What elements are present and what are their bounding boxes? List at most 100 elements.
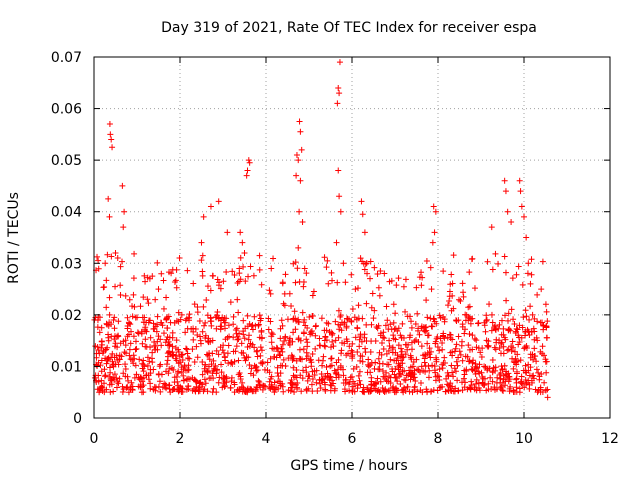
data-point [398,348,405,355]
data-point [423,327,430,334]
data-point [511,348,518,355]
data-point [323,264,330,271]
data-point [165,348,172,355]
data-point [297,177,304,184]
data-point [229,268,236,275]
data-point [121,208,128,215]
data-point [122,361,129,368]
data-point [535,369,542,376]
data-point [360,260,367,267]
data-point [301,265,308,272]
data-point [109,350,116,357]
data-point [245,273,252,280]
data-point [224,334,231,341]
data-point [204,369,211,376]
data-point [426,345,433,352]
data-point [389,344,396,351]
data-point [287,388,294,395]
data-point [295,244,302,251]
data-point [423,386,430,393]
data-point [298,388,305,395]
data-point [437,384,444,391]
data-point [240,331,247,338]
data-point [213,314,220,321]
data-point [530,372,537,379]
data-point [427,354,434,361]
data-point [155,286,162,293]
data-point [328,382,335,389]
data-point [488,224,495,231]
data-point [150,386,157,393]
data-point [336,90,343,97]
data-point [308,381,315,388]
data-point [459,387,466,394]
data-point [323,319,330,326]
data-point [303,336,310,343]
data-point [440,359,447,366]
data-point [257,315,264,322]
data-point [240,263,247,270]
data-point [529,373,536,380]
data-point [364,270,371,277]
data-point [242,278,249,285]
data-point [282,362,289,369]
data-point [137,374,144,381]
data-point [175,368,182,375]
data-point [198,239,205,246]
data-point [137,303,144,310]
data-point [461,384,468,391]
data-point [107,369,114,376]
data-point [157,319,164,326]
data-point [278,317,285,324]
data-point [290,364,297,371]
data-point [324,257,331,264]
data-point [348,373,355,380]
y-tick-label: 0.04 [51,205,82,221]
data-point [157,336,164,343]
data-point [523,313,530,320]
data-point [235,357,242,364]
data-point [395,363,402,370]
data-point [293,151,300,158]
data-point [537,319,544,326]
data-point [319,376,326,383]
data-point [179,356,186,363]
data-point [523,234,530,241]
data-point [242,388,249,395]
data-point [544,318,551,325]
data-point [290,260,297,267]
data-point [386,337,393,344]
data-point [543,308,550,315]
data-point [431,318,438,325]
data-point [361,229,368,236]
data-point [385,378,392,385]
data-point [121,349,128,356]
data-point [119,388,126,395]
data-point [126,296,133,303]
data-point [338,319,345,326]
data-point [303,349,310,356]
data-point [374,271,381,278]
data-point [91,374,98,381]
data-point [513,384,520,391]
data-point [130,275,137,282]
data-point [137,382,144,389]
data-point [392,325,399,332]
data-point [471,335,478,342]
data-point [522,307,529,314]
data-point [156,378,163,385]
data-point [207,315,214,322]
data-point [130,360,137,367]
data-point [113,352,120,359]
data-point [287,379,294,386]
data-point [398,351,405,358]
data-point [384,317,391,324]
data-point [344,350,351,357]
data-point [158,371,165,378]
data-point [495,260,502,267]
data-point [256,266,263,273]
data-point [401,376,408,383]
data-point [468,378,475,385]
data-point [225,360,232,367]
data-point [150,326,157,333]
